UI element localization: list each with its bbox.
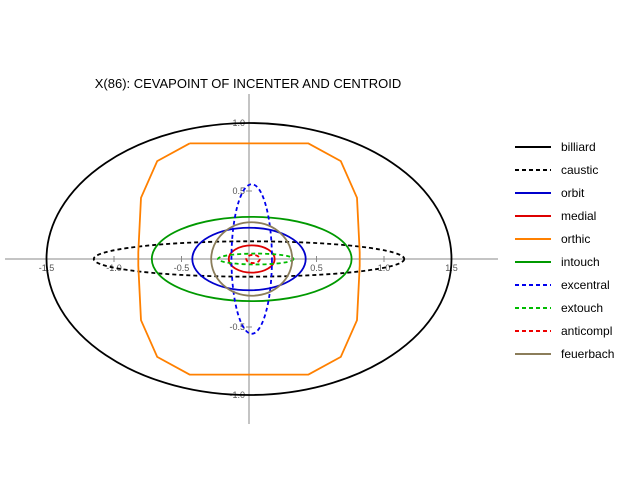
y-tick-label: 0.5 <box>232 186 245 196</box>
legend-label-anticompl: anticompl <box>561 324 612 338</box>
legend-label-caustic: caustic <box>561 163 598 177</box>
legend-label-orthic: orthic <box>561 232 590 246</box>
x-tick-label: 0.5 <box>310 263 323 273</box>
curve-orbit <box>191 226 307 292</box>
curve-anticompl <box>245 254 261 264</box>
curve-caustic <box>92 240 406 278</box>
curve-billiard <box>45 122 453 396</box>
legend-label-billiard: billiard <box>561 140 596 154</box>
curve-extouch <box>217 252 295 266</box>
plot-curves <box>45 122 453 396</box>
curve-orthic <box>137 142 361 376</box>
x-tick-label: -1.0 <box>106 263 122 273</box>
legend-label-extouch: extouch <box>561 301 603 315</box>
x-tick-label: -0.5 <box>174 263 190 273</box>
legend-label-intouch: intouch <box>561 255 600 269</box>
legend-label-medial: medial <box>561 209 596 223</box>
curve-excentral <box>230 183 273 335</box>
curve-feuerbach <box>210 221 294 297</box>
y-tick-label: -0.5 <box>229 322 245 332</box>
legend-label-excentral: excentral <box>561 278 610 292</box>
curve-intouch <box>150 215 353 303</box>
curve-medial <box>227 244 276 274</box>
legend-label-feuerbach: feuerbach <box>561 347 614 361</box>
legend: billiard caustic orbit medial orthic intouch e… <box>515 140 614 361</box>
legend-label-orbit: orbit <box>561 186 585 200</box>
chart-title: X(86): CEVAPOINT OF INCENTER AND CENTROI… <box>95 76 402 91</box>
